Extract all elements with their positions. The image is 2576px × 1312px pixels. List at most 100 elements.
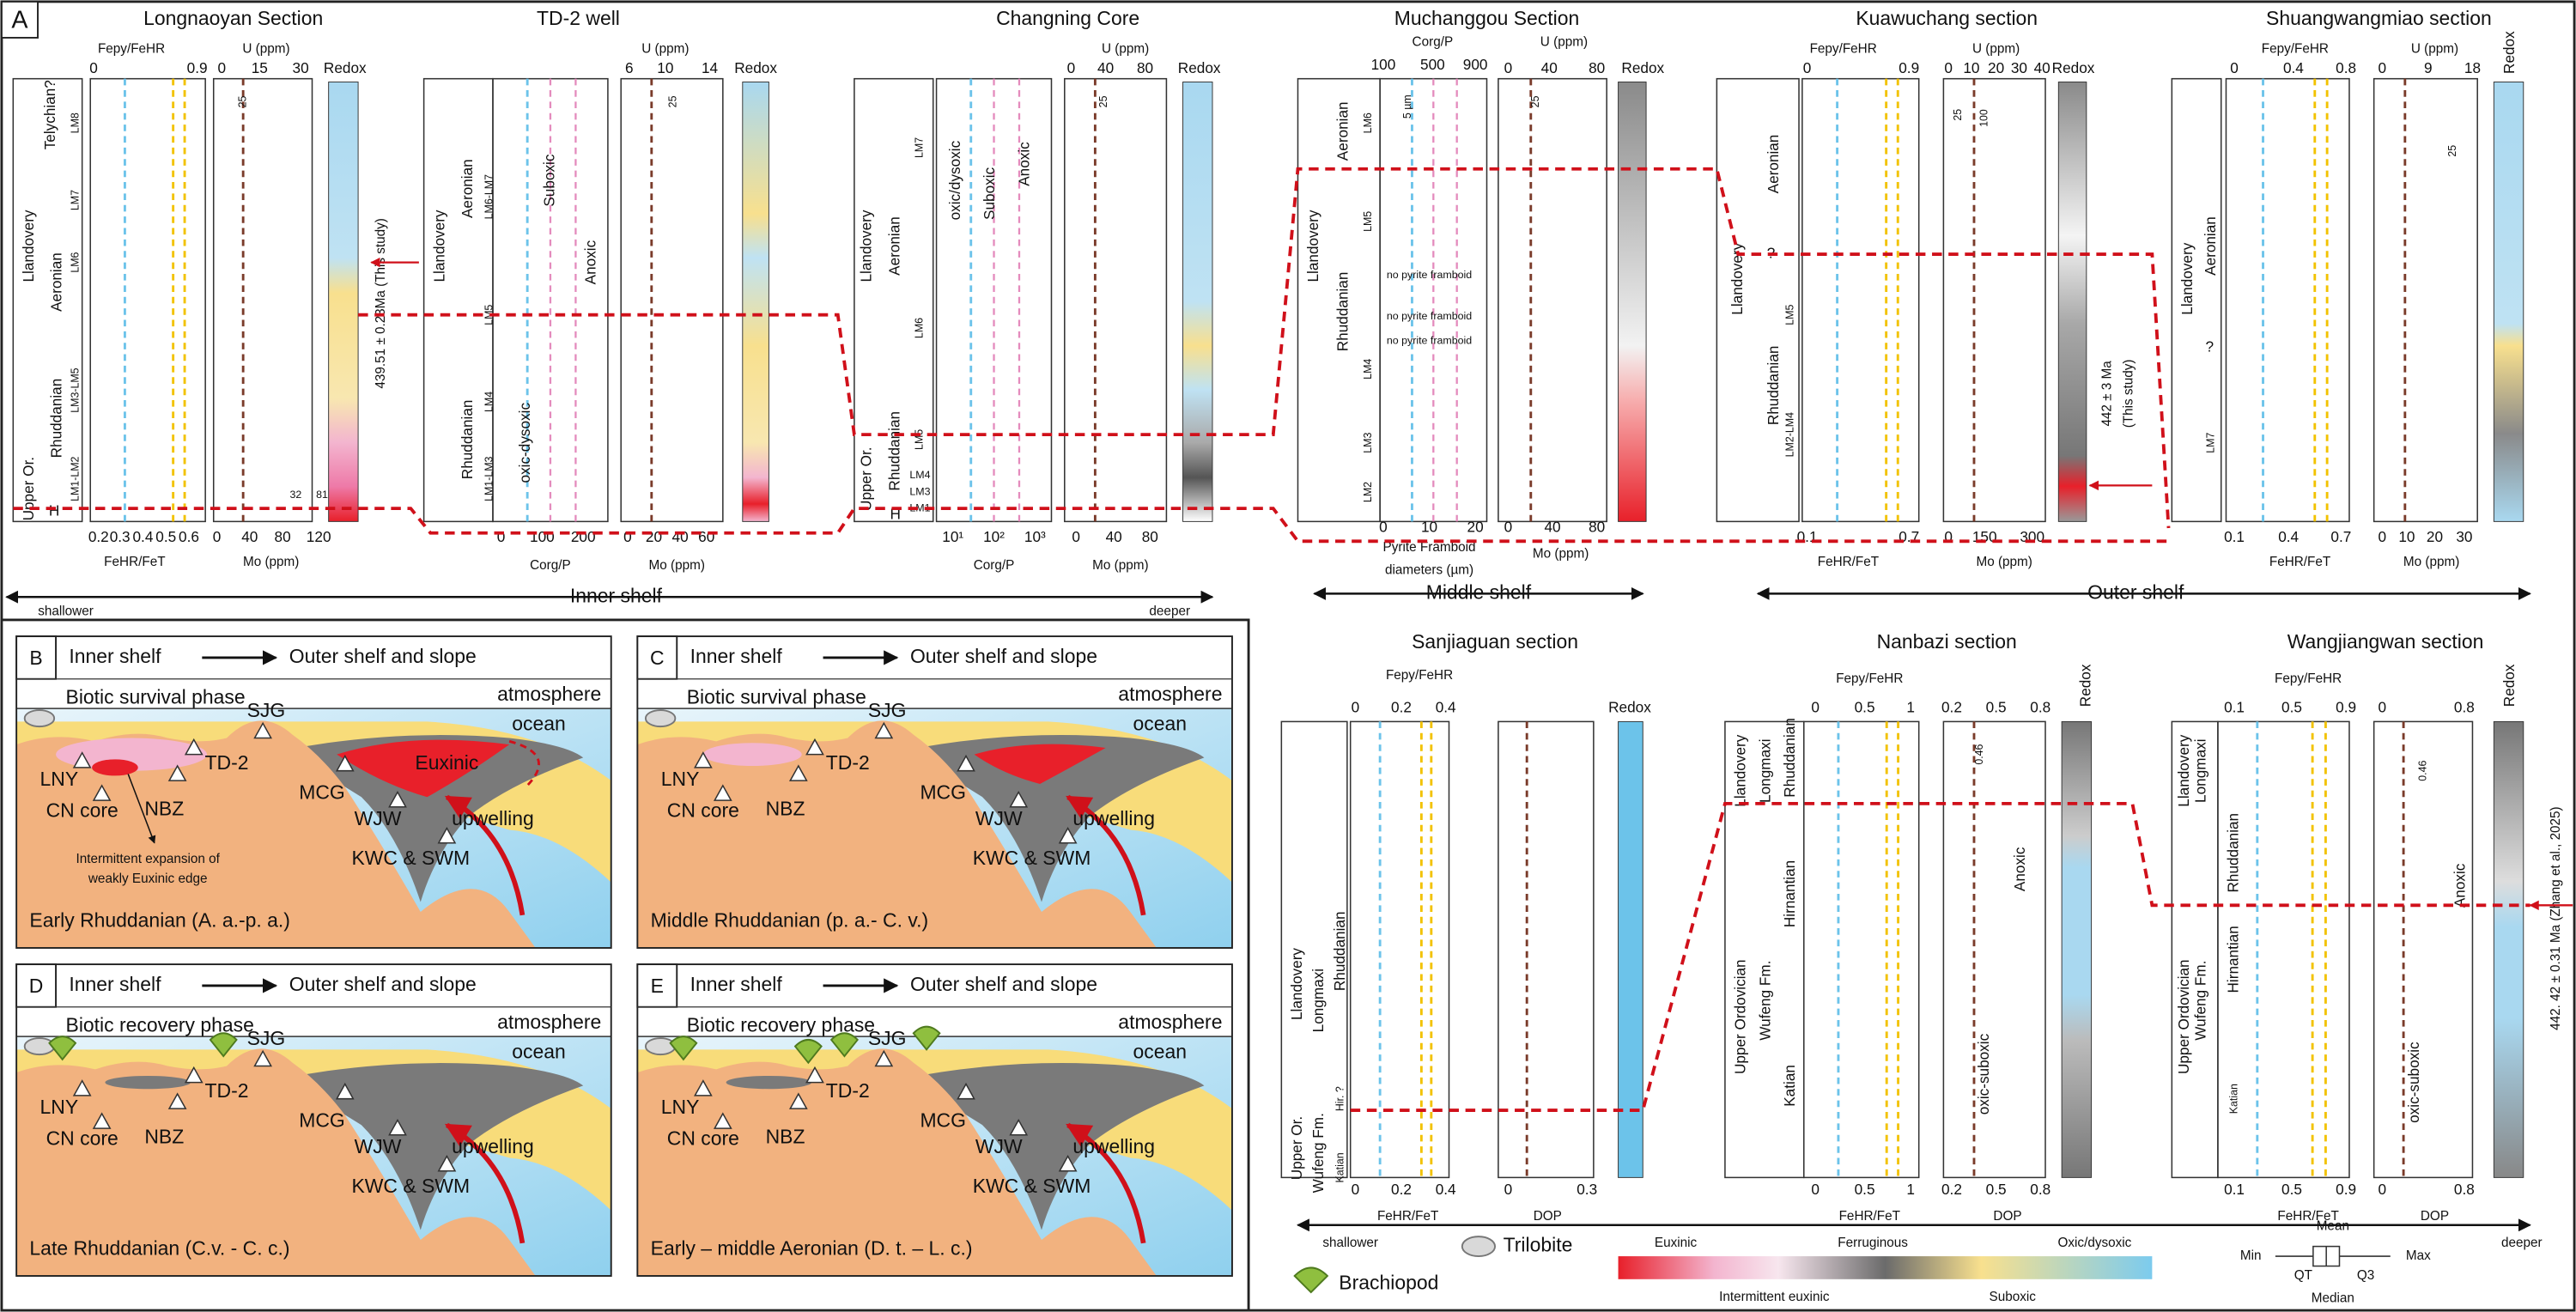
shelf-label: shallower [38,604,94,618]
axis-label: 0 [1944,59,1953,76]
site-label: LNY [40,1096,79,1118]
axis-label: Aeronian [459,159,476,218]
trilobite-icon [23,1037,56,1056]
axis-label: 0.5 [1855,1181,1875,1198]
axis-label: Fepy/FeHR [1836,671,1903,686]
panel-frame [636,963,1233,1277]
site-label: TD-2 [205,1079,249,1102]
axis-label: no pyrite framboid [1387,269,1472,281]
axis-label: 0.9 [187,59,208,76]
section-title: Shuangwangmiao section [2266,7,2492,29]
axis-label: 10 [1963,59,1979,76]
axis-label: FeHR/FeT [1818,555,1879,569]
axis-label: 0 [1352,699,1360,716]
axis-label: U (ppm) [641,41,689,56]
redox-bar [328,82,359,522]
site-marker [1058,1154,1078,1172]
site-label: WJW [355,1135,402,1157]
panel: C Inner shelf Outer shelf and slope Biotic … [636,635,1233,949]
axis-label: Llandovery [2175,734,2192,806]
axis-label: 0.2 [1391,1181,1412,1198]
site-label: KWC & SWM [973,847,1091,869]
axis-label: 0.4 [2278,528,2299,545]
axis-label: Mo (ppm) [1976,555,2032,569]
axis-label: 0.5 [2281,1181,2302,1198]
axis-label: 0.8 [2336,59,2356,76]
site-label: LNY [40,768,79,790]
axis-label: LM1-LM3 [483,456,495,501]
upwelling-arrow [444,1122,526,1244]
section-title: Sanjiaguan section [1412,630,1578,653]
axis-label: Fepy/FeHR [98,41,165,56]
strat-column [1716,77,1800,523]
trilobite-icon [644,709,677,728]
axis-label: 0 [2378,528,2386,545]
axis-label: LM5 [914,429,926,450]
axis-label: 0.5 [1986,699,2007,716]
axis-label: 10¹ [942,528,963,545]
axis-label: 40 [1544,519,1560,536]
axis-label: 0.3 [1577,1181,1597,1198]
site-marker [184,738,204,756]
axis-label: no pyrite framboid [1387,310,1472,322]
brachiopod-icon [669,1036,698,1061]
axis-label: oxic-dysoxic [516,403,533,483]
caption: Early Rhuddanian (A. a.-p. a.) [29,908,289,931]
trilobite-icon [1461,1236,1497,1258]
axis-label: Upper Ordovician [1732,959,1749,1074]
brachiopod-icon [48,1036,77,1061]
axis-label: 0 [1379,519,1388,536]
axis-label: Rhuddanian [2225,813,2242,893]
panel-label: E [651,975,664,997]
axis-label: Rhuddanian [48,379,65,459]
euxinic-label: Euxinic [415,751,478,774]
site-marker [253,1049,272,1067]
axis-label: 0 [1811,699,1820,716]
land [16,1048,536,1276]
axis-label: 0.8 [2030,1181,2050,1198]
strat-column [12,77,83,523]
axis-label: 30 [2011,59,2027,76]
plot-frame [2225,77,2350,523]
axis-label: DOP [1534,1209,1562,1224]
axis-label: 0 [2378,1181,2386,1198]
axis-label: 80 [1142,528,1158,545]
site-marker [957,754,975,772]
axis-label: 0.2 [88,528,109,545]
axis-label: LM4 [1362,359,1374,380]
axis-label: 0.4 [1436,1181,1456,1198]
axis-label: 0.4 [2283,59,2304,76]
axis-label: LM7 [2205,433,2217,453]
axis-label: Aeronian [2202,216,2219,276]
redox-bar [742,82,769,522]
axis-label: 0 [1803,59,1812,76]
axis-label: 100 [1371,56,1396,73]
atmosphere-text: atmosphere [1118,683,1222,705]
axis-label: 439.51 ± 0.23Ma (This study) [374,218,388,388]
site-marker [788,1092,808,1109]
axis-label: Fepy/FeHR [1386,668,1453,683]
axis-label: 0.2 [1391,699,1412,716]
axis-label: LM7 [914,137,926,158]
site-label: SJG [868,1027,907,1049]
axis-label: Mo (ppm) [2403,555,2459,569]
ferruginous-wedge [279,1063,584,1230]
site-marker [184,1066,204,1084]
legend-text: deeper [2501,1236,2543,1250]
plot-frame [212,77,313,523]
axis-label: 40 [672,528,689,545]
upwelling-arrow [1066,1122,1146,1244]
site-label: TD-2 [205,751,249,774]
legend-text: Euxinic [1655,1236,1698,1250]
plot-frame [1064,77,1168,523]
axis-label: LM7 [69,190,81,210]
redox-bar [1618,720,1643,1178]
axis-label: Suboxic [981,167,998,220]
site-label: KWC & SWM [351,847,470,869]
site-marker [788,764,808,781]
axis-label: Upper Ordovician [2175,959,2192,1074]
brachiopod-icon [1293,1266,1329,1294]
euxinic-zone [974,744,1106,784]
plot-frame [89,77,206,523]
